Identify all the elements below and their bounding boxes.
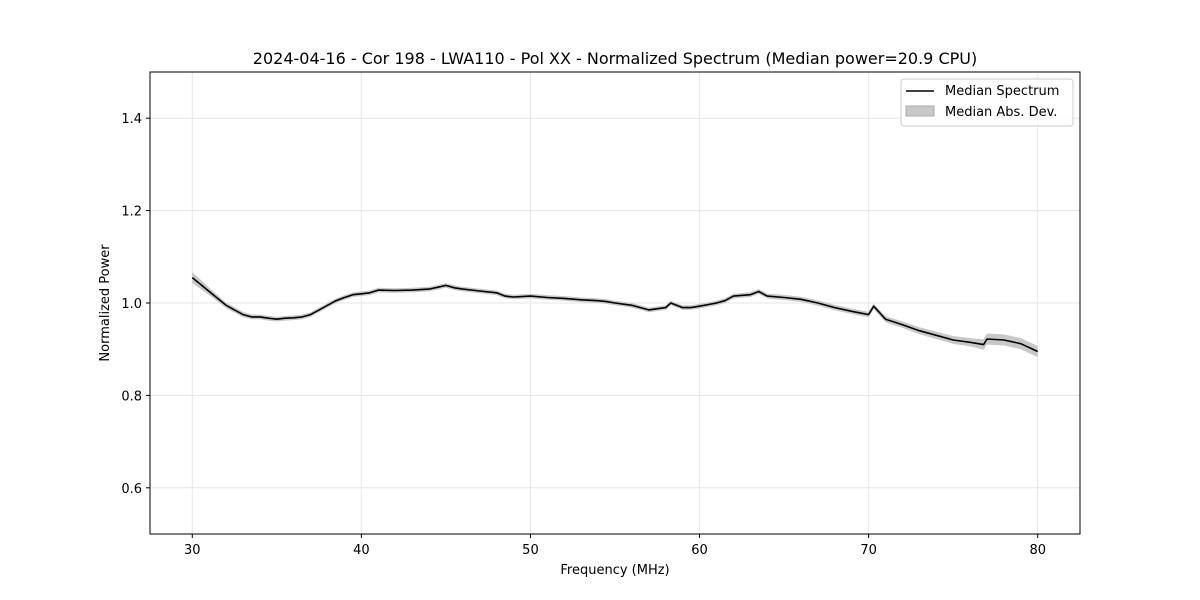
y-axis-label: Normalized Power bbox=[98, 244, 113, 362]
y-axis-ticks: 0.6 0.8 1.0 1.2 1.4 bbox=[121, 112, 150, 497]
x-axis-label: Frequency (MHz) bbox=[560, 563, 669, 578]
y-tick-label: 0.8 bbox=[121, 389, 142, 404]
mad-band bbox=[192, 272, 1038, 358]
x-tick-label: 50 bbox=[522, 543, 539, 558]
legend-label-mad: Median Abs. Dev. bbox=[945, 105, 1057, 120]
y-tick-label: 1.2 bbox=[121, 205, 142, 220]
x-tick-label: 30 bbox=[184, 543, 201, 558]
y-tick-label: 1.0 bbox=[121, 297, 142, 312]
median-line-layer bbox=[191, 276, 1039, 353]
y-tick-label: 1.4 bbox=[121, 112, 142, 127]
x-tick-label: 80 bbox=[1029, 543, 1046, 558]
legend-swatch-mad bbox=[905, 105, 935, 117]
legend-box bbox=[900, 78, 1074, 127]
chart-title: 2024-04-16 - Cor 198 - LWA110 - Pol XX -… bbox=[253, 49, 977, 68]
x-axis-ticks: 30 40 50 60 70 80 bbox=[184, 534, 1046, 558]
y-tick-label: 0.6 bbox=[121, 482, 142, 497]
x-tick-label: 40 bbox=[353, 543, 370, 558]
legend-label-median: Median Spectrum bbox=[945, 84, 1059, 99]
median-spectrum-line bbox=[191, 276, 1039, 353]
mad-band-layer bbox=[192, 272, 1038, 358]
legend: Median Spectrum Median Abs. Dev. bbox=[900, 78, 1074, 127]
x-tick-label: 70 bbox=[860, 543, 877, 558]
x-tick-label: 60 bbox=[691, 543, 708, 558]
